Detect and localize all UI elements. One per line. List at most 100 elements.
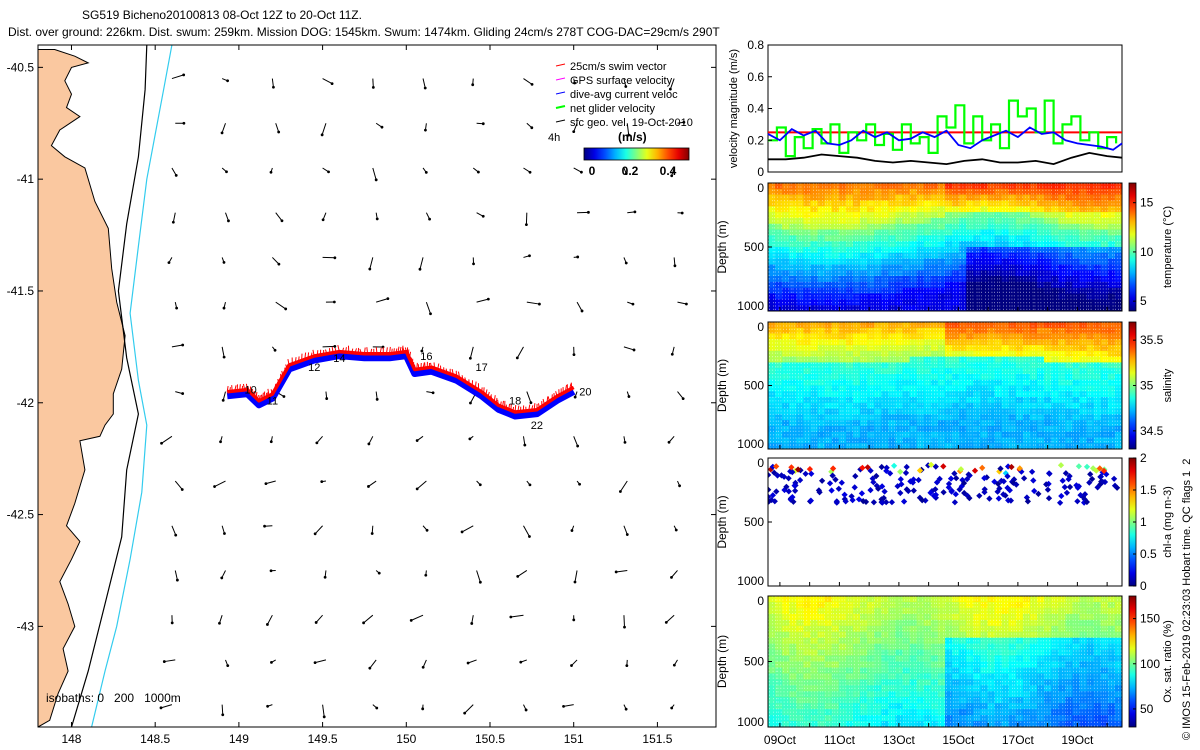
cell [1058,402,1066,410]
cell [810,327,819,335]
cell [888,327,897,335]
cell [782,596,790,603]
cell [1086,602,1095,609]
cell [980,443,989,449]
cell [973,420,981,427]
cell [803,270,812,277]
cell [867,247,875,254]
cell [973,339,981,346]
velocity-arrow-head [470,622,474,625]
cell [1051,327,1059,335]
cell [966,619,974,627]
cell [1044,327,1052,335]
swim-tick [493,395,496,402]
swim-tick [229,387,231,392]
cell [952,655,960,663]
cell [1100,685,1109,692]
cell [952,235,960,242]
velocity-arrow-head [222,355,226,359]
cell [945,194,953,201]
temperature-colorbar-tick-label-0: 5 [1140,294,1147,308]
cell [803,709,812,716]
cell [930,183,939,190]
cell [789,356,797,363]
swim-tick [505,404,508,409]
cell [1001,637,1010,645]
cell [796,241,804,248]
cell [1072,200,1081,207]
cell [1058,619,1066,627]
cell [860,350,868,358]
cell [945,619,953,627]
cell [817,431,826,439]
cell [810,703,819,710]
cell [845,293,854,300]
cell [838,408,847,415]
cell [1107,345,1116,352]
cell [945,721,953,727]
cell [952,414,960,421]
cell [980,673,989,680]
cell [1008,322,1017,329]
cell [909,339,918,346]
cell [874,721,882,727]
cell [853,374,861,381]
profile-streak [772,183,775,311]
cell [824,356,833,363]
cell [1079,379,1088,387]
cell [1107,625,1116,633]
cell [810,200,819,207]
cell [1065,350,1074,358]
cell [1044,643,1052,651]
cell [987,270,996,277]
cell [980,241,989,248]
cell [987,350,996,358]
cell [1058,655,1066,663]
cell [768,270,776,277]
cell [1022,679,1031,686]
cell [1079,643,1088,651]
map-colorbar-tick-1: 0.2 [622,164,639,178]
cell [1065,414,1074,421]
cell [973,379,981,387]
cell [1030,305,1038,311]
cell [1051,299,1059,306]
profile-streak [1011,596,1014,727]
cell [824,425,833,433]
cell [973,287,981,295]
cell [1107,408,1116,415]
cell [1093,252,1102,260]
cell [1015,327,1024,335]
cell [796,356,804,363]
cell [916,437,925,444]
cell [902,188,911,196]
cell [775,420,783,427]
chla-point [897,468,904,475]
cell [1037,264,1045,271]
cell [1037,402,1045,410]
cell [909,188,918,196]
cell [1058,613,1066,621]
cell [980,691,989,698]
cell [1065,206,1074,213]
cell [973,276,981,283]
cell [782,212,790,219]
cell [987,333,996,340]
cell [881,673,889,680]
cell [1022,270,1031,277]
swim-tick [273,383,277,391]
cell [775,362,783,369]
cell [831,333,840,340]
cell [1093,229,1102,236]
cell [768,643,776,651]
chla-point [1073,482,1080,489]
velocity-arrow-head [367,442,371,446]
cell [1015,368,1024,375]
cell [952,613,960,621]
cell [810,188,819,196]
cell [1065,217,1074,225]
velocity-arrow [573,123,578,132]
cell [768,276,776,283]
velocity-ytick-label-1: 0.2 [747,133,764,147]
cell [831,188,840,196]
